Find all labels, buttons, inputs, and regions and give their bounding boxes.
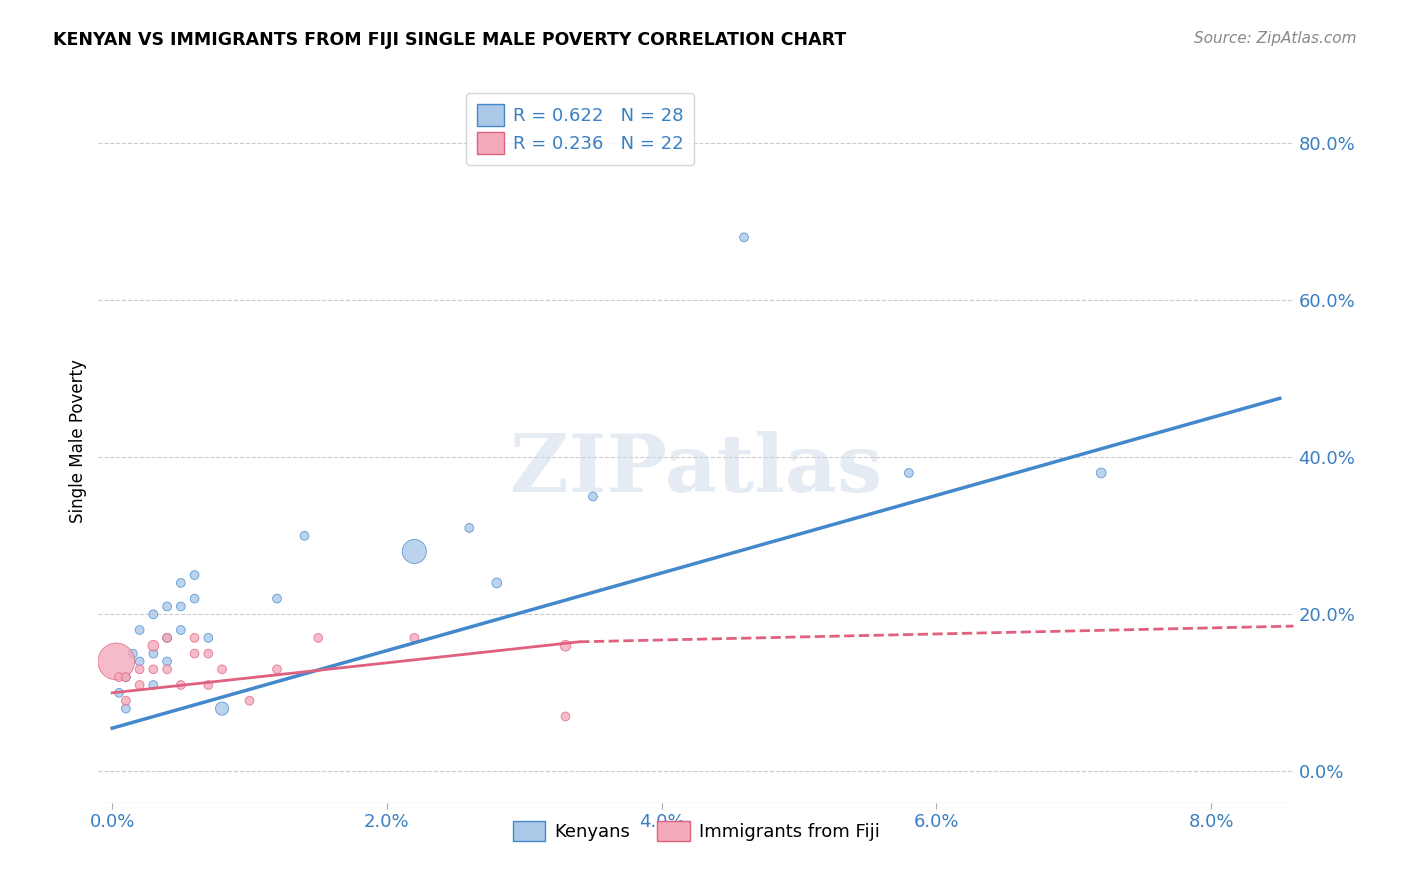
Point (307, 631, 329, 645)
Point (733, 230, 755, 244)
Point (266, 591, 288, 606)
Point (115, 694, 138, 708)
Point (128, 623, 150, 637)
Point (108, 670, 131, 684)
Point (170, 678, 193, 692)
Point (554, 709, 576, 723)
Point (197, 631, 219, 645)
Point (404, 544, 426, 558)
Point (142, 678, 165, 692)
Point (142, 607, 165, 622)
Point (485, 575, 508, 590)
Point (115, 670, 138, 684)
Point (197, 678, 219, 692)
Point (554, 639, 576, 653)
Legend: Kenyans, Immigrants from Fiji: Kenyans, Immigrants from Fiji (505, 814, 887, 848)
Point (404, 631, 426, 645)
Point (156, 599, 179, 614)
Point (183, 568, 205, 582)
Point (897, 466, 920, 480)
Point (115, 670, 138, 684)
Point (294, 529, 316, 543)
Point (170, 575, 193, 590)
Point (142, 647, 165, 661)
Point (266, 662, 288, 676)
Point (183, 647, 205, 661)
Point (458, 521, 481, 535)
Point (156, 631, 179, 645)
Point (105, 655, 128, 669)
Point (197, 647, 219, 661)
Point (211, 662, 233, 676)
Point (128, 678, 150, 692)
Point (156, 655, 179, 669)
Point (142, 639, 165, 653)
Point (238, 694, 260, 708)
Point (170, 599, 193, 614)
Point (211, 701, 233, 715)
Point (128, 662, 150, 676)
Point (582, 490, 605, 504)
Point (156, 631, 179, 645)
Point (108, 686, 131, 700)
Point (1090, 466, 1112, 480)
Point (115, 701, 138, 715)
Point (142, 662, 165, 676)
Text: ZIPatlas: ZIPatlas (510, 432, 882, 509)
Point (156, 662, 179, 676)
Point (183, 591, 205, 606)
Text: KENYAN VS IMMIGRANTS FROM FIJI SINGLE MALE POVERTY CORRELATION CHART: KENYAN VS IMMIGRANTS FROM FIJI SINGLE MA… (53, 31, 846, 49)
Point (183, 631, 205, 645)
Point (121, 647, 143, 661)
Point (128, 655, 150, 669)
Text: Source: ZipAtlas.com: Source: ZipAtlas.com (1194, 31, 1357, 46)
Point (170, 623, 193, 637)
Y-axis label: Single Male Poverty: Single Male Poverty (69, 359, 87, 524)
